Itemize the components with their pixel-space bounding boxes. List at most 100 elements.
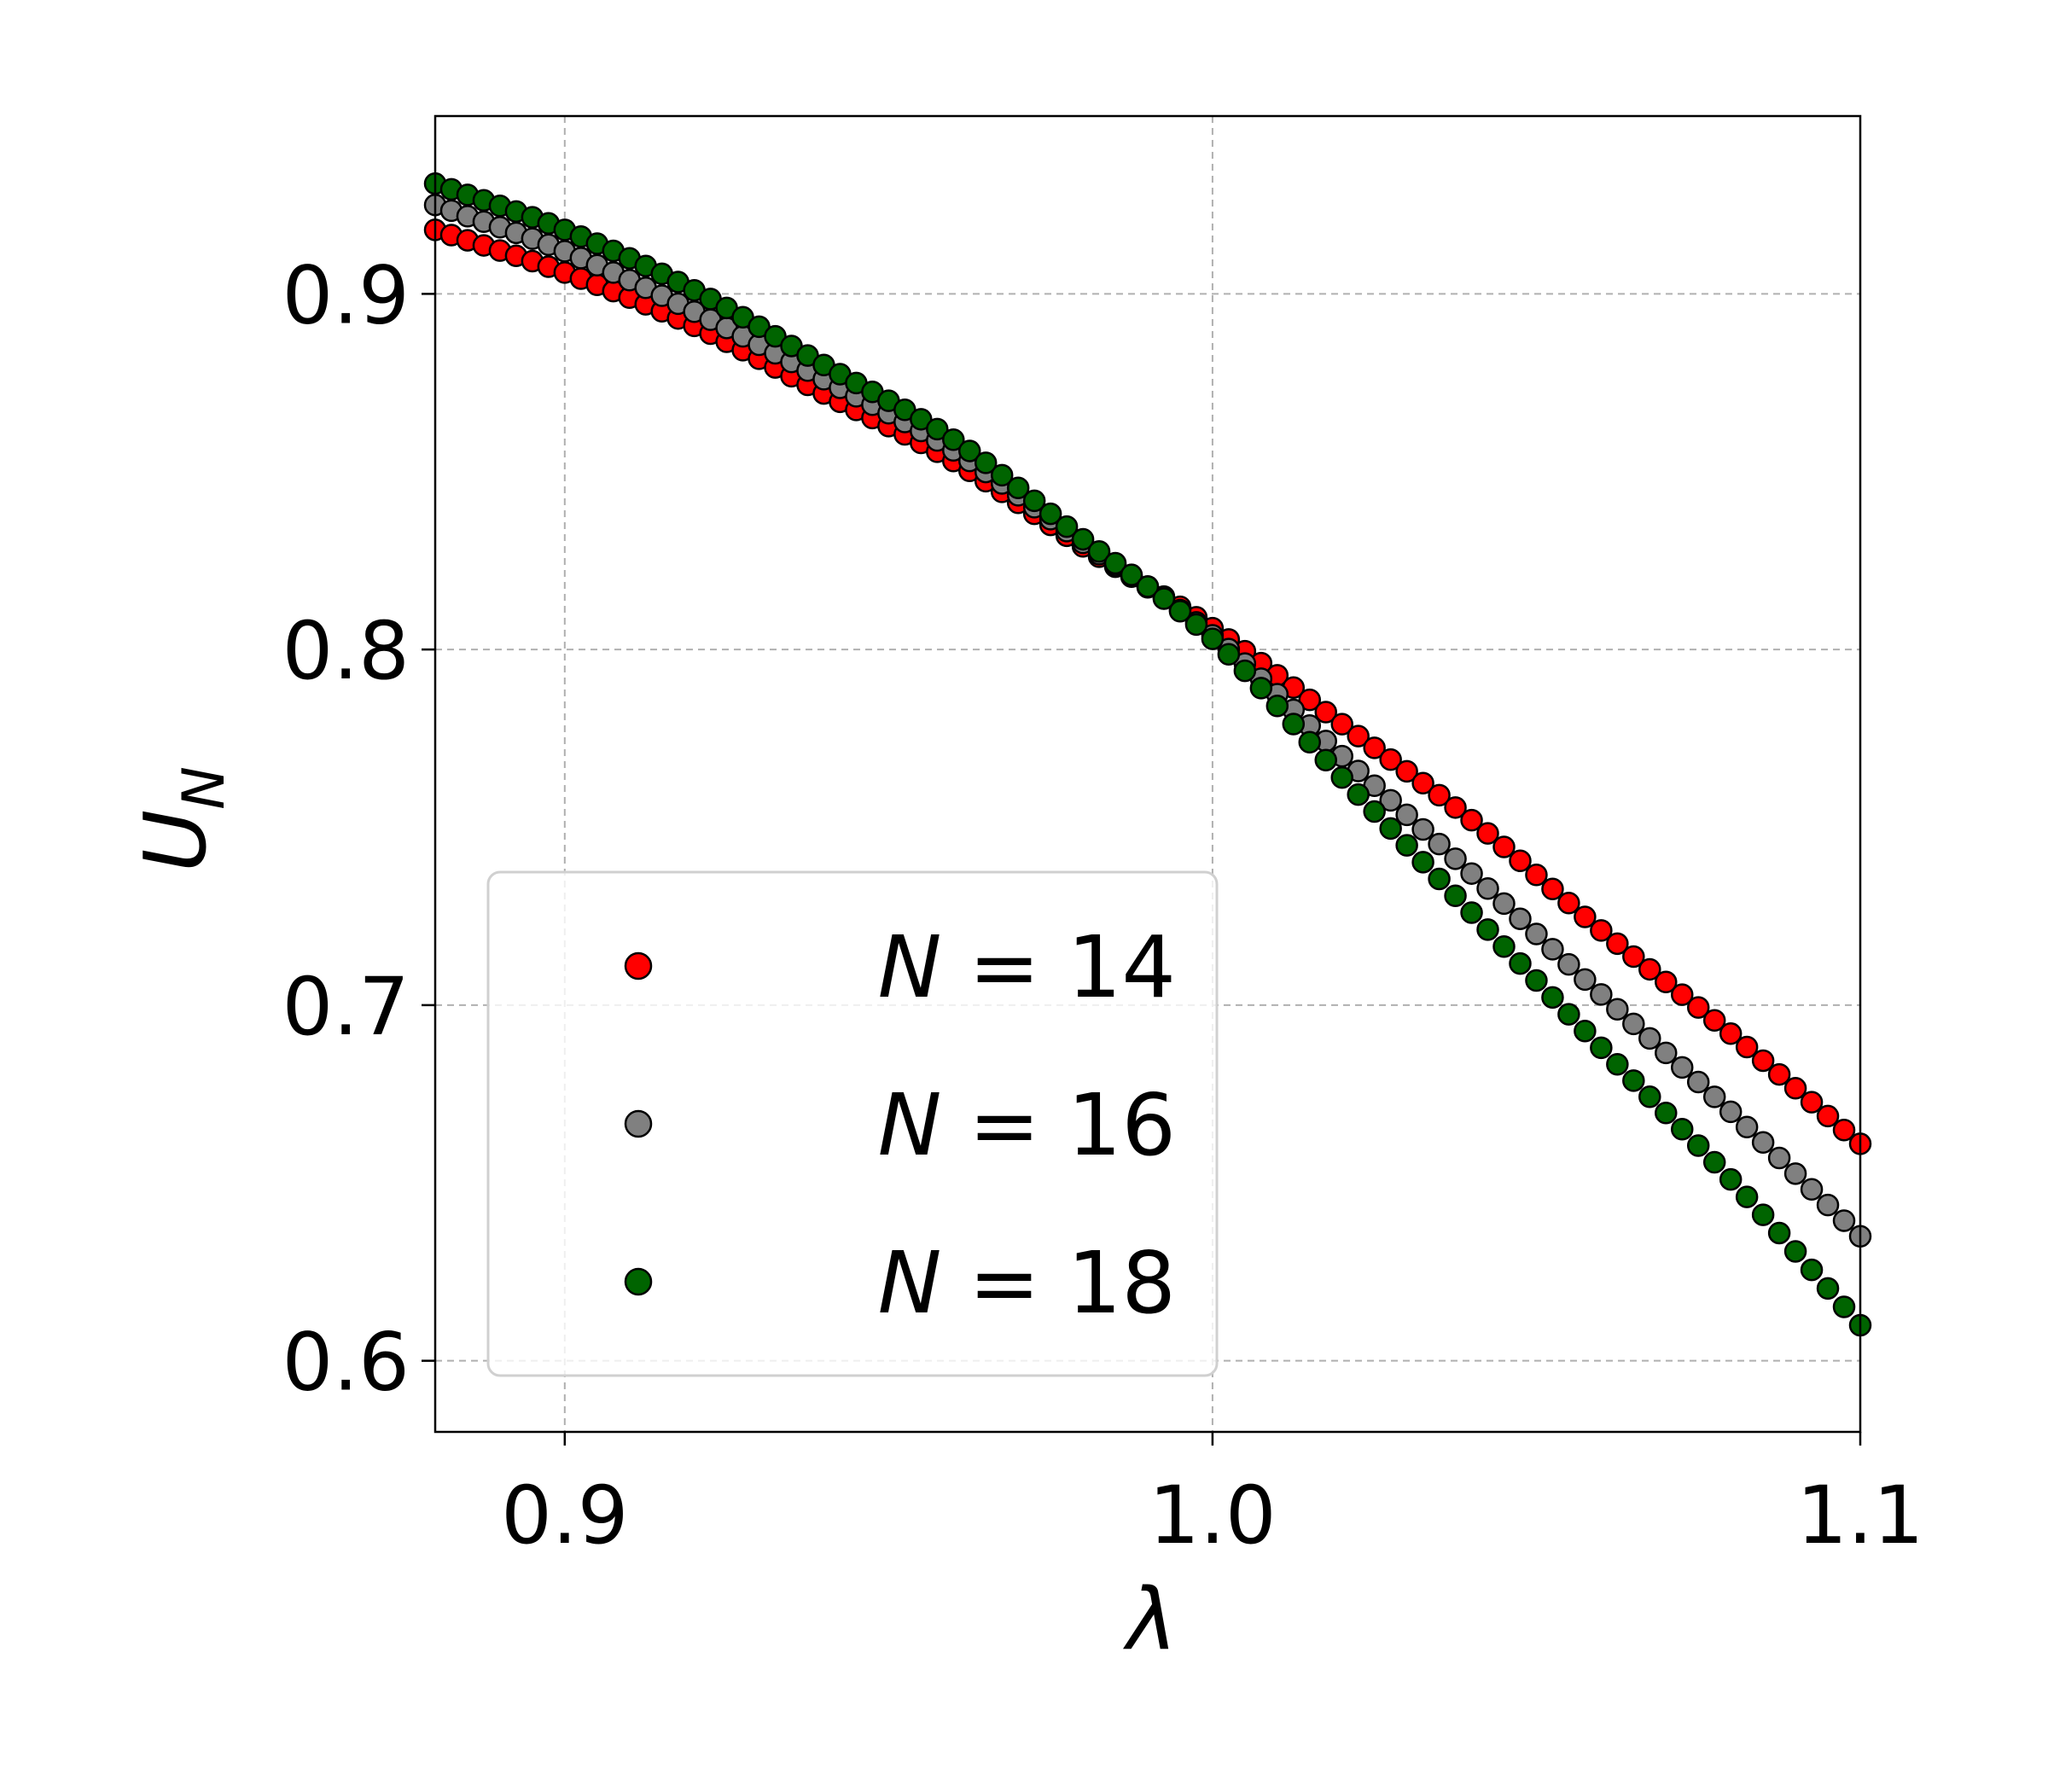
data-point: [1800, 1091, 1824, 1114]
data-point: [1071, 527, 1095, 551]
data-point: [1314, 701, 1337, 724]
data-point: [1395, 759, 1418, 783]
data-point: [1265, 695, 1289, 718]
data-point: [1832, 1295, 1856, 1318]
data-point: [1735, 1035, 1759, 1059]
y-axis-label-sub: N: [171, 766, 238, 810]
data-point: [1702, 1085, 1726, 1108]
data-point: [1751, 1049, 1775, 1073]
legend-entry-14: N = 14: [624, 917, 1176, 1017]
x-tick-label: 1.0: [1149, 1469, 1277, 1562]
x-tick-label: 1.1: [1796, 1469, 1924, 1562]
data-point: [1444, 796, 1467, 819]
data-point: [764, 324, 787, 348]
data-point: [1460, 901, 1483, 924]
data-point: [1460, 862, 1483, 885]
axis-ticks: 0.9 1.0 1.1 0.6 0.7 0.8 0.9: [282, 249, 1924, 1562]
data-point: [1379, 788, 1402, 812]
data-point: [1816, 1277, 1840, 1300]
y-axis-label: UN: [125, 766, 238, 872]
legend-marker: [624, 1109, 653, 1138]
plot-frame: [433, 114, 1862, 1434]
data-point: [1055, 515, 1079, 538]
data-point: [1719, 1100, 1743, 1124]
legend-var: N: [878, 1075, 942, 1175]
data-point: [1686, 1134, 1710, 1157]
data-point: [1751, 1203, 1775, 1226]
data-point: [1509, 907, 1532, 930]
y-tick-label: 0.7: [282, 961, 410, 1054]
data-point: [1719, 1167, 1743, 1191]
legend-eq: =: [941, 1233, 1067, 1333]
data-point: [1816, 1193, 1840, 1217]
data-point: [1557, 1003, 1580, 1026]
data-point: [1557, 892, 1580, 915]
x-tick-label: 0.9: [501, 1469, 629, 1562]
legend-box: [486, 870, 1219, 1377]
data-point: [1476, 876, 1499, 900]
data-point: [1686, 1070, 1710, 1094]
data-point: [1590, 919, 1613, 942]
data-point: [1655, 1101, 1678, 1125]
data-point: [1379, 748, 1402, 771]
data-point: [1735, 1115, 1759, 1139]
data-point: [1395, 834, 1418, 857]
data-point: [1622, 1069, 1645, 1092]
data-point: [1476, 918, 1499, 941]
data-point: [1816, 1104, 1840, 1128]
data-point: [1638, 957, 1661, 981]
data-point: [1622, 945, 1645, 969]
legend-val: 16: [1068, 1075, 1176, 1175]
data-point: [1525, 864, 1548, 887]
data-point: [958, 439, 981, 463]
data-point: [1428, 783, 1451, 807]
data-point: [1735, 1185, 1759, 1208]
data-point: [1347, 783, 1370, 806]
data-point: [1702, 1009, 1726, 1033]
data-point: [1298, 688, 1322, 712]
data-point: [1347, 724, 1370, 748]
data-point: [1800, 1258, 1824, 1282]
data-point: [1525, 922, 1548, 945]
data-point: [1671, 1117, 1694, 1141]
data-point: [1087, 539, 1111, 563]
data-point: [1832, 1118, 1856, 1142]
data-point: [1120, 563, 1143, 586]
data-point: [1411, 817, 1434, 841]
data-point: [1606, 1053, 1629, 1076]
data-point: [1800, 1178, 1824, 1201]
legend-val: 14: [1068, 917, 1176, 1017]
data-point: [1655, 970, 1678, 994]
data-point: [1201, 627, 1225, 650]
data-point: [1638, 1085, 1661, 1108]
legend-val: 18: [1068, 1233, 1176, 1333]
data-point: [1574, 1020, 1597, 1043]
data-point: [1103, 551, 1127, 575]
data-point: [1686, 996, 1710, 1019]
data-point: [1444, 884, 1467, 908]
data-point: [1606, 932, 1629, 956]
data-point: [1719, 1021, 1743, 1045]
data-point: [1622, 1012, 1645, 1036]
data-point: [1671, 983, 1694, 1006]
legend-var: N: [878, 1233, 942, 1333]
legend: N = 14N = 16N = 18: [486, 870, 1219, 1377]
data-point: [1751, 1131, 1775, 1155]
y-tick-label: 0.8: [282, 605, 410, 698]
data-point: [1509, 951, 1532, 975]
data-point: [1767, 1062, 1791, 1086]
data-point: [1832, 1209, 1856, 1232]
data-point: [1655, 1041, 1678, 1065]
data-point: [1168, 599, 1192, 623]
data-point: [1767, 1146, 1791, 1170]
y-axis-label-main: U: [125, 810, 225, 872]
data-point: [1330, 713, 1353, 736]
data-point: [1492, 934, 1516, 958]
data-point: [1330, 765, 1353, 789]
legend-entry-16: N = 16: [624, 1075, 1176, 1175]
data-point: [1492, 835, 1516, 858]
data-point: [1574, 968, 1597, 992]
data-point: [1476, 822, 1499, 845]
legend-marker: [624, 1267, 653, 1296]
